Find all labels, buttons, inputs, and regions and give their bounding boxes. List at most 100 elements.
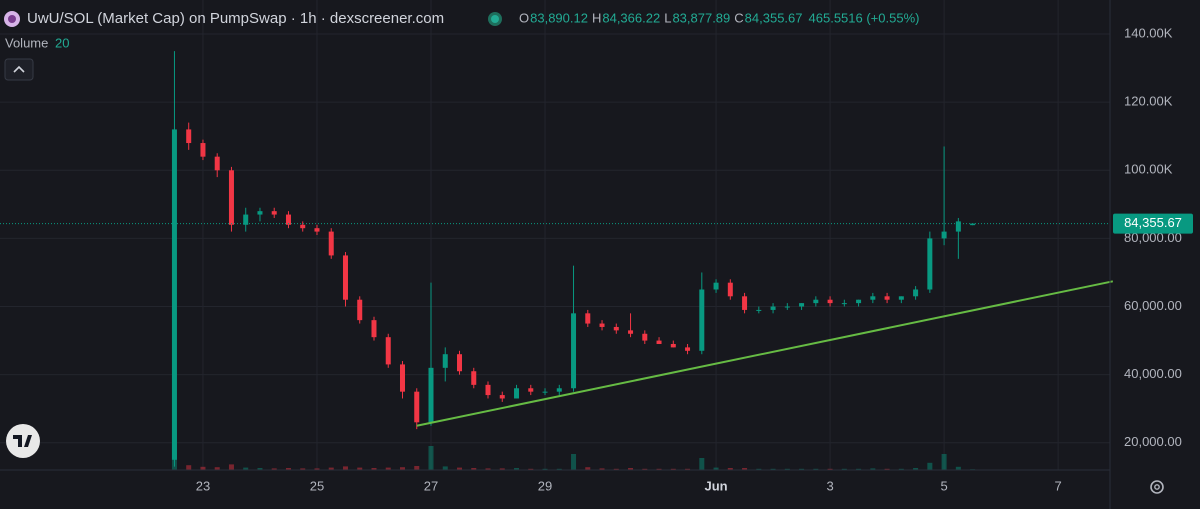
change-value: 465.5516 (+0.55%) — [809, 10, 920, 25]
gear-inner[interactable] — [1154, 484, 1160, 490]
y-tick-label: 80,000.00 — [1124, 230, 1182, 245]
x-tick-label: 29 — [538, 478, 552, 493]
volume-bar — [457, 467, 463, 470]
volume-bar — [285, 468, 291, 470]
volume-bar — [927, 462, 933, 470]
volume-bar — [442, 466, 448, 470]
candle-body — [884, 296, 890, 300]
candle-body — [955, 221, 961, 232]
gear-outer[interactable] — [1150, 480, 1164, 494]
volume-bar — [485, 468, 491, 470]
volume-bar — [314, 468, 320, 470]
x-tick-label: 25 — [310, 478, 324, 493]
volume-bar — [271, 468, 277, 470]
ohlc-legend: O 83,890.12 H 84,366.22 L 83,877.89 C 84,355.67… — [519, 10, 919, 25]
candle-body — [485, 384, 491, 396]
candle-body — [471, 371, 477, 385]
token-logo-inner — [8, 15, 16, 23]
candle-body — [571, 313, 577, 389]
candle-body — [414, 391, 420, 423]
candle-body — [756, 309, 762, 311]
overlays — [0, 223, 1114, 427]
volume-bar — [499, 468, 505, 470]
candles — [171, 51, 976, 467]
candle-body — [300, 224, 306, 229]
volume-bar — [428, 446, 434, 470]
ohlc-key: O — [519, 10, 529, 25]
candle-body — [314, 228, 320, 232]
candle-body — [813, 299, 819, 304]
ohlc-key: H — [592, 10, 601, 25]
candle-body — [528, 388, 534, 392]
volume-bar — [913, 468, 919, 470]
volume-bar — [613, 468, 619, 470]
volume-bar — [599, 468, 605, 470]
candle-body — [271, 211, 277, 215]
volume-bar — [200, 466, 206, 470]
candle-body — [200, 143, 206, 157]
y-tick-label: 40,000.00 — [1124, 366, 1182, 381]
candle-body — [585, 313, 591, 324]
volume-bar — [898, 468, 904, 470]
candle-body — [186, 129, 192, 144]
candle-body — [428, 367, 434, 423]
volume-bar — [414, 466, 420, 470]
volume-bar — [841, 468, 847, 470]
candle-body — [514, 388, 520, 399]
status-dot-inner — [491, 15, 499, 23]
collapse-button[interactable] — [4, 58, 34, 81]
volume-bar — [571, 454, 577, 470]
volume-bar — [770, 468, 776, 470]
candle-body — [898, 296, 904, 300]
tradingview-logo — [6, 424, 40, 458]
volume-bar — [784, 468, 790, 470]
candle-body — [599, 323, 605, 327]
x-tick-label: 23 — [196, 478, 210, 493]
candle-body — [827, 299, 833, 304]
last-price-label: 84,355.67 — [1124, 215, 1182, 230]
x-tick-label: Jun — [704, 478, 727, 493]
candle-body — [941, 231, 947, 239]
volume-bar — [342, 466, 348, 470]
candle-body — [371, 320, 377, 338]
candle-body — [171, 129, 177, 460]
x-tick-label: 5 — [940, 478, 947, 493]
candle-body — [399, 364, 405, 392]
candle-body — [285, 214, 291, 225]
volume-bar — [727, 468, 733, 470]
volume-bar — [955, 466, 961, 470]
volume-bar — [328, 467, 334, 470]
candle-body — [870, 296, 876, 300]
logo-circle — [6, 424, 40, 458]
y-tick-label: 140.00K — [1124, 25, 1173, 40]
volume-bar — [585, 467, 591, 470]
y-tick-label: 20,000.00 — [1124, 434, 1182, 449]
candle-body — [656, 340, 662, 344]
candle-body — [243, 214, 249, 225]
candle-body — [713, 282, 719, 290]
y-tick-label: 120.00K — [1124, 94, 1173, 109]
volume-bar — [371, 468, 377, 470]
x-tick-label: 7 — [1055, 478, 1062, 493]
candle-body — [342, 255, 348, 300]
ohlc-value: 84,366.22 — [602, 10, 660, 25]
volume-bar — [870, 468, 876, 470]
candle-body — [913, 289, 919, 297]
volume-bar — [542, 468, 548, 470]
settings-icon[interactable] — [1150, 480, 1164, 494]
candle-body — [542, 391, 548, 393]
candle-body — [257, 211, 263, 215]
candle-body — [727, 282, 733, 297]
candle-body — [841, 303, 847, 305]
volume-bar — [214, 467, 220, 470]
candle-body — [328, 231, 334, 256]
ohlc-value: 84,355.67 — [745, 10, 803, 25]
candle-body — [699, 289, 705, 351]
candle-body — [228, 170, 234, 225]
volume-bar — [642, 468, 648, 470]
ohlc-key: L — [664, 10, 671, 25]
chart-title: UwU/SOL (Market Cap) on PumpSwap · 1h · … — [27, 10, 444, 27]
volume-bar — [514, 468, 520, 470]
